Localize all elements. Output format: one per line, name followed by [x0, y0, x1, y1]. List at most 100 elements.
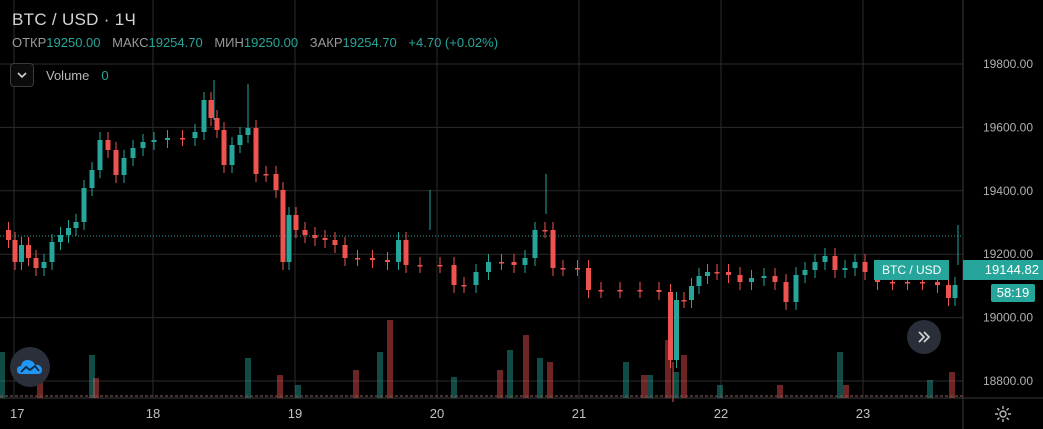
candle-body: [286, 215, 292, 262]
candle-body: [12, 240, 18, 262]
candle-body: [113, 150, 119, 175]
candle-body: [105, 140, 111, 150]
candle-body: [130, 148, 136, 158]
candle-body: [681, 300, 687, 302]
candle-body: [245, 128, 251, 135]
price-tick: 19000.00: [983, 311, 1033, 325]
price-tick: 18800.00: [983, 374, 1033, 388]
time-tick: 21: [572, 406, 586, 421]
volume-bar: [507, 350, 513, 398]
candle-body: [49, 242, 55, 262]
candle-body: [451, 265, 457, 285]
candle-body: [253, 128, 259, 174]
candle-body: [385, 260, 390, 262]
volume-bar: [451, 377, 457, 398]
volume-bar: [843, 385, 849, 398]
volume-bar: [717, 385, 723, 398]
candle-body: [674, 300, 679, 360]
candle-body: [542, 230, 548, 232]
price-tick: 19400.00: [983, 184, 1033, 198]
candle-body: [522, 258, 528, 265]
tradingview-cloud-icon: [17, 360, 42, 374]
candle-body: [221, 130, 227, 165]
collapse-button[interactable]: [10, 63, 34, 87]
time-tick: 18: [146, 406, 160, 421]
candle-body: [214, 118, 220, 130]
double-chevron-right-icon: [918, 331, 931, 343]
symbol-title[interactable]: BTC / USD · 1Ч: [12, 10, 137, 29]
volume-bar: [547, 362, 553, 398]
candle-body: [714, 272, 720, 274]
volume-label[interactable]: Volume: [46, 67, 90, 83]
price-tick: 19600.00: [983, 120, 1033, 134]
symbol-price-label: BTC / USD: [874, 260, 950, 280]
candle-body: [332, 240, 338, 245]
volume-bar: [641, 375, 647, 398]
chart-settings-button[interactable]: [993, 404, 1013, 424]
candle-body: [140, 142, 146, 148]
candle-body: [862, 262, 868, 272]
candle-body: [403, 240, 409, 265]
ohlc-values: ОТКР19250.00 МАКС19254.70 МИН19250.00 ЗА…: [12, 35, 506, 50]
candle-body: [302, 230, 308, 235]
volume-bar: [837, 352, 843, 398]
volume-bar: [89, 355, 95, 398]
candle-body: [486, 262, 491, 272]
candle-body: [58, 235, 63, 242]
candle-body: [342, 245, 348, 258]
candle-body: [355, 258, 360, 260]
legend: BTC / USD · 1Ч ОТКР19250.00 МАКС19254.70…: [12, 10, 506, 50]
volume-bar: [673, 372, 679, 398]
volume-bar: [353, 370, 359, 398]
time-tick: 22: [714, 406, 728, 421]
candle-body: [511, 262, 517, 265]
low-value: 19250.00: [243, 35, 299, 50]
candle-body: [656, 290, 662, 292]
tradingview-logo-button[interactable]: [10, 347, 50, 387]
candle-body: [890, 282, 895, 284]
price-tick: 19800.00: [983, 57, 1033, 71]
candle-body: [842, 268, 848, 270]
candle-body: [749, 278, 754, 282]
candle-body: [852, 262, 858, 268]
candle-body: [121, 158, 127, 175]
candle-body: [293, 215, 299, 230]
scroll-to-realtime-button[interactable]: [907, 320, 941, 354]
volume-bar: [377, 352, 383, 398]
candle-body: [41, 262, 47, 268]
candle-body: [737, 275, 743, 282]
candle-body: [793, 275, 799, 302]
candle-body: [935, 282, 940, 285]
volume-indicator-row: Volume 0: [10, 63, 109, 87]
candle-body: [586, 268, 591, 290]
time-tick: 17: [10, 406, 24, 421]
candle-body: [151, 140, 157, 142]
time-tick: 23: [856, 406, 870, 421]
candle-body: [19, 245, 24, 262]
candle-body: [273, 174, 279, 190]
candle-body: [33, 258, 39, 268]
time-tick: 19: [288, 406, 302, 421]
open-value: 19250.00: [46, 35, 101, 50]
candle-body: [437, 265, 443, 267]
candle-body: [81, 188, 87, 222]
candle-body: [812, 262, 818, 270]
gear-icon: [995, 406, 1011, 422]
candle-body: [66, 228, 71, 235]
candle-body: [312, 235, 318, 238]
candle-body: [6, 230, 11, 240]
volume-bar: [647, 375, 653, 398]
candle-body: [920, 282, 925, 284]
volume-bar: [295, 385, 301, 398]
time-tick: 20: [430, 406, 444, 421]
volume-bar: [277, 375, 283, 398]
chevron-down-icon: [17, 72, 27, 79]
candle-body: [201, 100, 207, 132]
candle-body: [550, 230, 556, 268]
volume-bar: [623, 362, 629, 398]
volume-bar: [537, 358, 543, 398]
low-label: МИН: [214, 35, 244, 50]
volume-bar: [37, 380, 43, 398]
